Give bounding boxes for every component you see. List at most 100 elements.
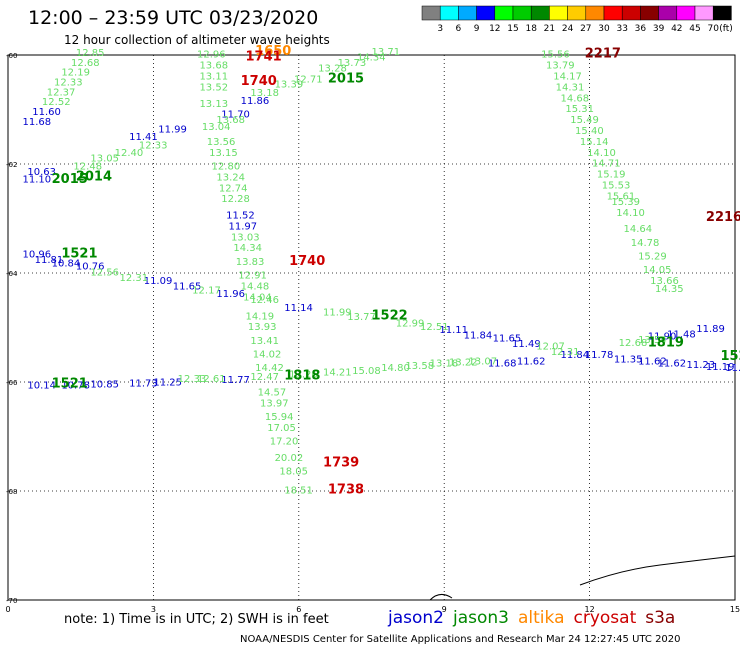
swh-value: 12.85 xyxy=(76,48,105,59)
swh-value: 10.85 xyxy=(90,379,119,390)
swh-value: 13.52 xyxy=(199,82,228,93)
swh-value: 14.80 xyxy=(381,363,410,374)
swh-value: 14.48 xyxy=(241,281,270,292)
swh-value: 12.19 xyxy=(61,68,90,79)
swh-value: 14.21 xyxy=(323,367,352,378)
color-legend: 3 6 9 12 15 18 21 24 27 30 33 36 39 42 45 70 (ft) xyxy=(421,5,733,34)
swh-value: 11.84 xyxy=(464,330,493,341)
legend-label: 18 xyxy=(525,24,537,34)
track-s3a: 15.5613.7914.1714.3114.6815.3115.4915.40… xyxy=(541,50,684,295)
swh-value: 11.97 xyxy=(229,221,258,232)
swh-value: 13.18 xyxy=(250,88,279,99)
swh-value: 11.73 xyxy=(129,378,158,389)
legend-swatch xyxy=(676,5,696,21)
swh-value: 12.33 xyxy=(178,374,207,385)
legend-swatch xyxy=(458,5,477,21)
swh-value: 12.71 xyxy=(294,74,323,85)
pass-time-label: 1818 xyxy=(284,368,320,383)
swh-value: 13.05 xyxy=(90,153,119,164)
swh-value: 18.05 xyxy=(279,467,308,478)
legend-label: 70 xyxy=(707,24,719,34)
swh-value: 13.18 xyxy=(430,359,459,370)
swh-value: 11.09 xyxy=(144,276,173,287)
swh-value: 11.90 xyxy=(648,331,677,342)
x-tick-label: 6 xyxy=(296,605,301,614)
swh-value: 13.71 xyxy=(372,47,401,58)
map-frame xyxy=(7,54,736,601)
swh-value: 14.78 xyxy=(631,238,660,249)
swh-value: 10.84 xyxy=(52,258,81,269)
swh-value: 12.07 xyxy=(536,341,565,352)
legend-swatch xyxy=(658,5,678,21)
swh-value: 13.22 xyxy=(449,358,478,369)
legend-label: 9 xyxy=(474,24,480,34)
swh-value: 12.33 xyxy=(54,78,83,89)
coastline xyxy=(579,555,736,586)
swh-value: 12.68 xyxy=(619,338,648,349)
swh-value: 11.9 xyxy=(725,363,740,374)
satellite-jason2: jason2 xyxy=(388,608,444,628)
swh-value: 11.70 xyxy=(221,110,250,121)
legend-swatch xyxy=(549,5,568,21)
swh-value: 12.37 xyxy=(47,87,76,98)
swh-value: 15.49 xyxy=(570,115,599,126)
swh-value: 13.77 xyxy=(347,312,376,323)
swh-value: 15.14 xyxy=(580,137,609,148)
swh-value: 13.83 xyxy=(236,257,265,268)
satellite-s3a: s3a xyxy=(645,608,676,628)
swh-value: 11.60 xyxy=(32,107,61,118)
footer-note: note: 1) Time is in UTC; 2) SWH is in fe… xyxy=(64,612,329,627)
pass-time-label: 1521 xyxy=(61,247,97,262)
swh-value: 14.17 xyxy=(553,72,582,83)
altimeter-tracks: 12.8512.6812.1912.3312.3712.5211.6011.68… xyxy=(23,47,740,497)
swh-value: 17.20 xyxy=(270,437,299,448)
satellite-cryosat: cryosat xyxy=(573,608,637,628)
swh-value: 11.62 xyxy=(638,357,667,368)
swh-value: 13.56 xyxy=(207,137,236,148)
legend-swatch xyxy=(530,5,550,21)
x-tick-label: 3 xyxy=(151,605,156,614)
pass-time-label: 1738 xyxy=(328,483,364,498)
pass-time-label: 2014 xyxy=(76,169,112,184)
legend-swatch xyxy=(439,5,459,21)
pass-time-label: 1521 xyxy=(52,376,88,391)
legend-label: 39 xyxy=(653,24,665,34)
legend-label: 42 xyxy=(671,24,682,34)
track-jason3-asc: 13.7114.3413.7313.2812.7113.3913.1813.68… xyxy=(73,47,666,385)
legend-swatch xyxy=(567,5,587,21)
satellite-legend: jason2 jason3 altika cryosat s3a xyxy=(388,608,684,628)
swh-value: 13.73 xyxy=(338,58,367,69)
legend-label: 45 xyxy=(689,24,700,34)
legend-swatch xyxy=(476,5,496,21)
pass-time-label: 2015 xyxy=(328,71,364,86)
swh-value: 13.07 xyxy=(468,357,497,368)
swh-value: 11.62 xyxy=(517,357,546,368)
legend-unit: (ft) xyxy=(719,24,733,34)
swh-value: 11.35 xyxy=(614,354,643,365)
legend-swatch xyxy=(640,5,659,21)
y-tick-label: -66 xyxy=(6,379,18,387)
swh-value: 12.96 xyxy=(197,50,226,61)
swh-value: 13.28 xyxy=(318,63,347,74)
swh-value: 11.84 xyxy=(561,350,590,361)
swh-value: 11.68 xyxy=(23,117,52,128)
swh-value: 13.97 xyxy=(260,399,289,410)
swh-value: 15.31 xyxy=(565,104,594,115)
swh-value: 11.99 xyxy=(323,308,352,319)
legend-swatch xyxy=(585,5,605,21)
swh-value: 11.23 xyxy=(687,360,716,371)
swh-value: 13.58 xyxy=(405,361,434,372)
pass-time-label: 1739 xyxy=(323,455,359,470)
pass-time-label: 1819 xyxy=(648,336,684,351)
legend-label: 21 xyxy=(544,24,555,34)
pass-time-label: 2217 xyxy=(585,47,621,62)
legend-label: 6 xyxy=(456,24,462,34)
swh-value: 13.66 xyxy=(650,276,679,287)
swh-value: 14.10 xyxy=(587,148,616,159)
swh-value: 13.24 xyxy=(216,172,245,183)
swh-value: 14.31 xyxy=(556,82,585,93)
swh-value: 13.79 xyxy=(546,61,575,72)
legend-swatch xyxy=(694,5,714,21)
